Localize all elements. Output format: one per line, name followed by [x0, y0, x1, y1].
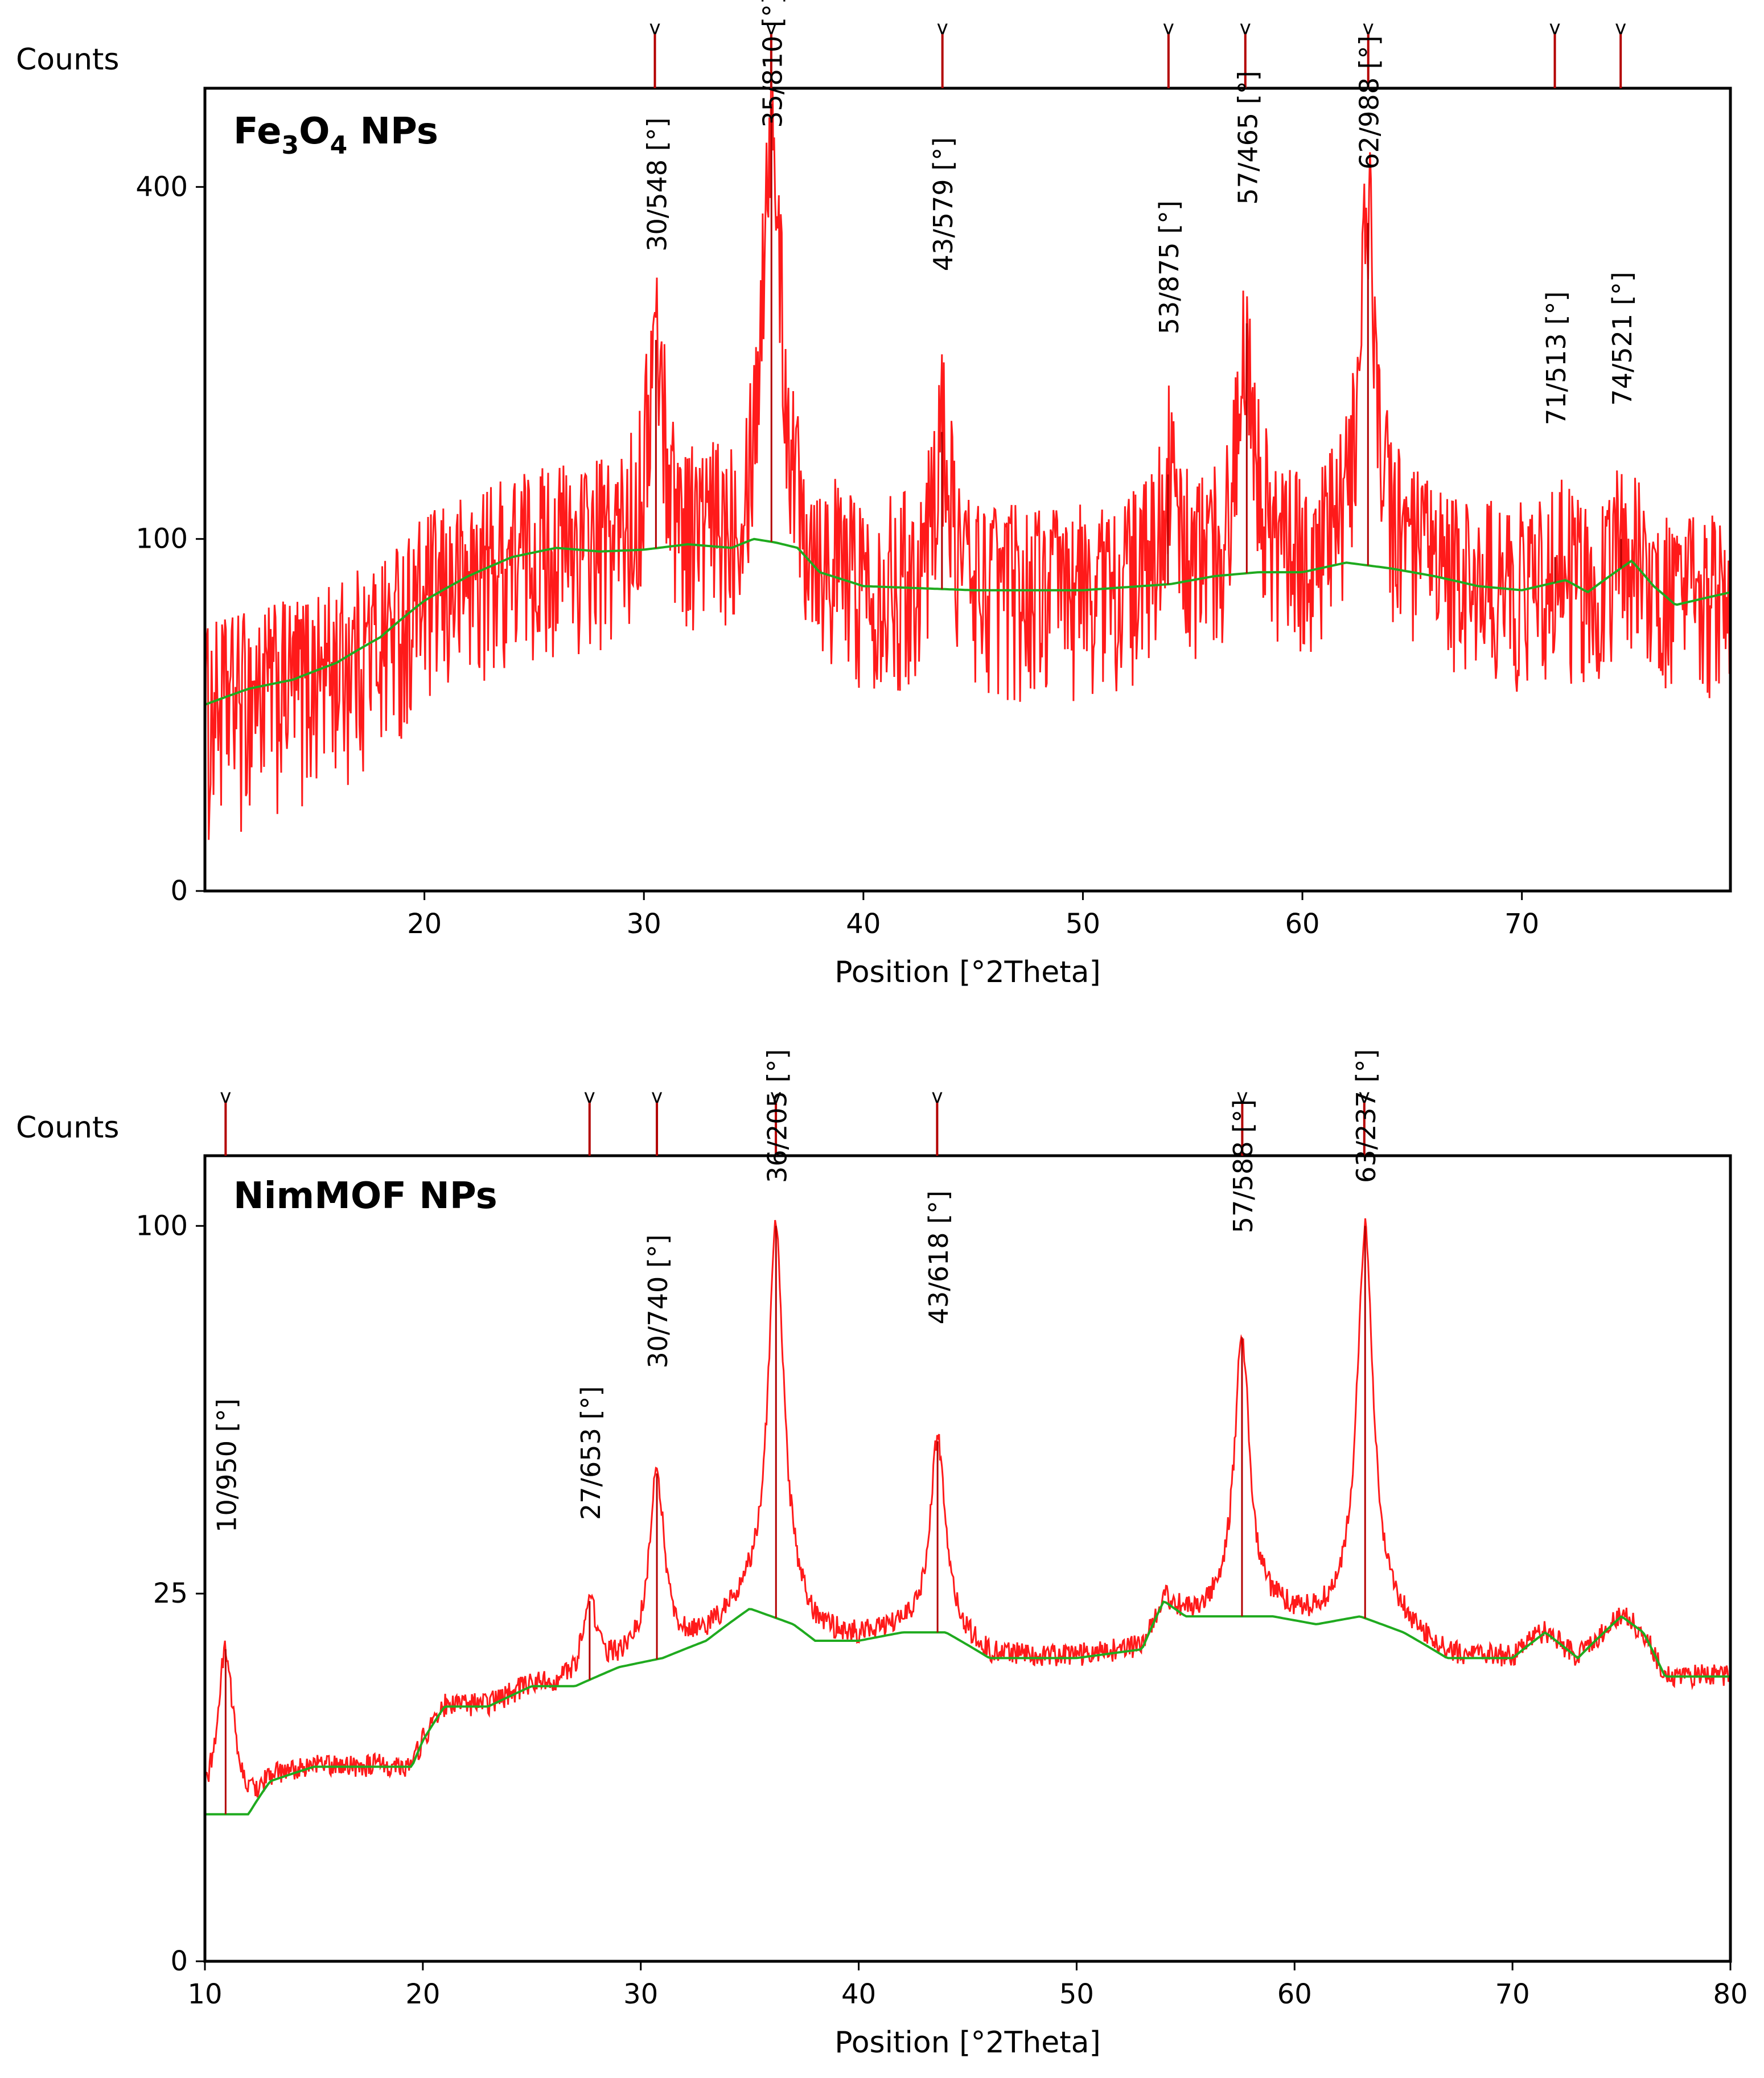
peak-label-2: 27/653 [°]: [575, 1386, 606, 1520]
y-tick-label: 100: [135, 523, 188, 555]
x-tick-label: 70: [1495, 1978, 1530, 2010]
reference-marker-glyph: v: [1363, 17, 1374, 39]
reference-marker-glyph: v: [1240, 17, 1251, 39]
reference-marker-glyph: v: [649, 17, 660, 39]
x-axis-title: Position [°2Theta]: [834, 2026, 1101, 2060]
plot-frame: [203, 87, 1732, 893]
reference-marker-glyph: v: [1549, 17, 1560, 39]
reference-marker-glyph: v: [766, 17, 777, 39]
peak-label-1: 10/950 [°]: [211, 1398, 242, 1532]
reference-marker-glyph: v: [584, 1085, 595, 1108]
panel-title: NimMOF NPs: [233, 1175, 497, 1217]
measured-pattern-line: [205, 1218, 1730, 1798]
x-tick-label: 40: [841, 1978, 876, 2010]
peak-label-8: 74/521 [°]: [1607, 272, 1638, 405]
y-axis-title: Counts: [16, 43, 120, 77]
x-tick-label: 30: [627, 908, 661, 940]
peak-label-4: 36/205 [°]: [762, 1049, 792, 1183]
y-tick-label: 0: [170, 1945, 188, 1977]
reference-marker-glyph: v: [220, 1085, 231, 1108]
y-tick-label: 400: [135, 171, 188, 203]
measured-pattern-line: [205, 88, 1730, 840]
xrd-panel-2: v v v v v v v 0 25 100 10 20 30 40 50 60 70 80 Position [°…: [16, 1049, 1748, 2060]
reference-marker-glyph: v: [1615, 17, 1626, 39]
x-tick-label: 60: [1285, 908, 1320, 940]
x-tick-label: 40: [846, 908, 881, 940]
peak-label-5: 43/618 [°]: [923, 1190, 954, 1324]
xrd-panel-1: v v v v v v v v 0 100 400 20 30 40 50 60 70 Position [°2T…: [16, 0, 1732, 989]
x-tick-label: 70: [1504, 908, 1539, 940]
peak-label-4: 53/875 [°]: [1154, 200, 1185, 334]
x-tick-label: 50: [1059, 1978, 1094, 2010]
reference-marker-glyph: v: [1359, 1085, 1370, 1108]
y-tick-label: 0: [170, 875, 188, 907]
peak-label-3: 43/579 [°]: [928, 137, 959, 271]
x-tick-label: 60: [1277, 1978, 1312, 2010]
peak-label-1: 30/548 [°]: [642, 117, 672, 251]
peak-label-5: 57/465 [°]: [1232, 71, 1263, 204]
x-tick-label: 50: [1066, 908, 1100, 940]
y-tick-label: 100: [135, 1210, 188, 1242]
y-tick-label: 25: [153, 1578, 188, 1609]
reference-marker-glyph: v: [1163, 17, 1174, 39]
x-tick-label: 10: [187, 1978, 222, 2010]
reference-marker-glyph: v: [931, 1085, 943, 1108]
reference-marker-glyph: v: [651, 1085, 663, 1108]
reference-marker-glyph: v: [770, 1085, 782, 1108]
reference-marker-glyph: v: [937, 17, 948, 39]
peak-label-7: 63/237 [°]: [1351, 1049, 1381, 1183]
background-line: [205, 1600, 1730, 1816]
peak-label-3: 30/740 [°]: [643, 1234, 673, 1368]
plot-frame: [203, 1154, 1732, 1963]
x-tick-label: 20: [407, 908, 442, 940]
peak-label-7: 71/513 [°]: [1541, 291, 1572, 425]
background-line: [205, 537, 1730, 706]
peak-label-6: 62/988 [°]: [1354, 35, 1384, 169]
x-axis-title: Position [°2Theta]: [834, 955, 1101, 989]
x-tick-label: 30: [623, 1978, 658, 2010]
reference-marker-glyph: v: [1236, 1085, 1248, 1108]
panel-title: Fe3O4 NPs: [233, 110, 438, 160]
peak-label-6: 57/588 [°]: [1228, 1099, 1259, 1233]
peak-label-2: 35/810 [°]: [757, 0, 788, 128]
x-tick-label: 80: [1713, 1978, 1747, 2010]
y-axis-title: Counts: [16, 1111, 120, 1145]
x-tick-label: 20: [405, 1978, 440, 2010]
